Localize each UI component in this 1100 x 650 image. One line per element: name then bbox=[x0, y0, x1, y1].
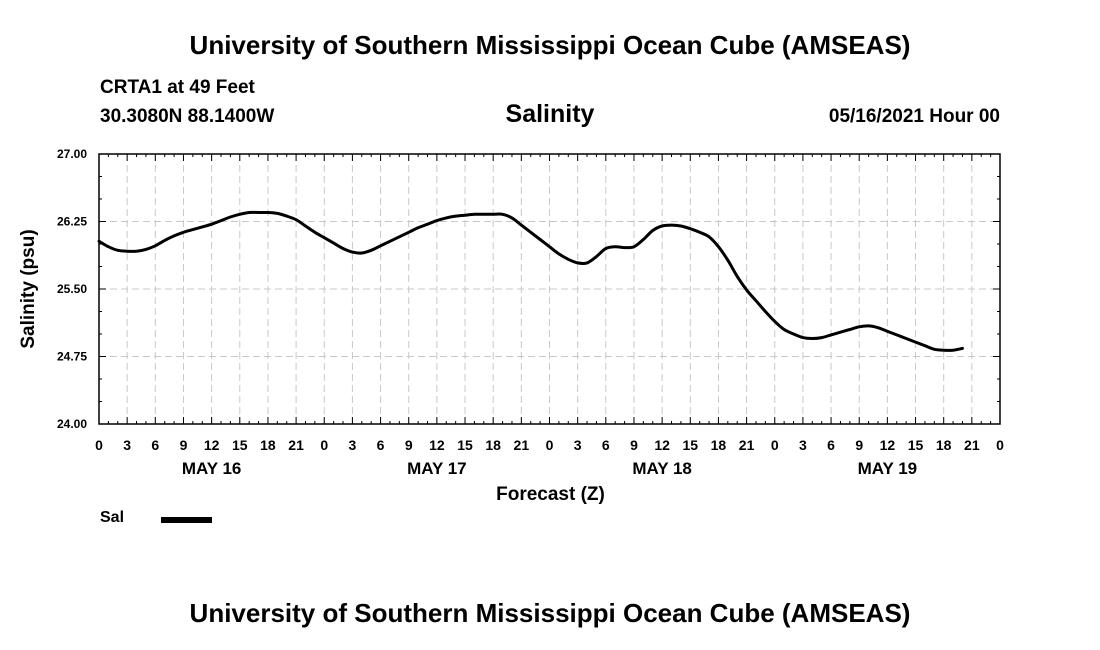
x-tick-label: 3 bbox=[349, 437, 357, 453]
x-tick-label: 18 bbox=[711, 437, 727, 453]
x-tick-label: 6 bbox=[827, 437, 835, 453]
x-tick-label: 6 bbox=[377, 437, 385, 453]
x-tick-label: 15 bbox=[232, 437, 248, 453]
x-tick-label: 0 bbox=[771, 437, 779, 453]
x-tick-label: 3 bbox=[123, 437, 131, 453]
x-tick-label: 18 bbox=[485, 437, 501, 453]
x-tick-label: 21 bbox=[514, 437, 530, 453]
chart-title: University of Southern Mississippi Ocean… bbox=[189, 30, 911, 60]
day-label: MAY 18 bbox=[632, 459, 692, 478]
y-tick-label: 25.50 bbox=[57, 282, 87, 296]
x-axis-title: Forecast (Z) bbox=[496, 484, 605, 505]
y-tick-label: 24.00 bbox=[57, 417, 87, 431]
x-tick-label: 21 bbox=[288, 437, 304, 453]
x-tick-label: 9 bbox=[855, 437, 863, 453]
legend-line-swatch bbox=[161, 517, 212, 523]
x-tick-label: 9 bbox=[405, 437, 413, 453]
x-tick-label: 0 bbox=[320, 437, 328, 453]
x-tick-label: 3 bbox=[574, 437, 582, 453]
y-tick-label: 27.00 bbox=[57, 147, 87, 161]
x-tick-label: 0 bbox=[996, 437, 1004, 453]
y-axis-title: Salinity (psu) bbox=[18, 229, 39, 348]
x-tick-label: 9 bbox=[180, 437, 188, 453]
x-tick-label: 6 bbox=[602, 437, 610, 453]
x-tick-label: 12 bbox=[880, 437, 896, 453]
day-label: MAY 19 bbox=[858, 459, 918, 478]
forecast-timestamp: 05/16/2021 Hour 00 bbox=[828, 106, 1000, 127]
x-tick-label: 18 bbox=[936, 437, 952, 453]
footer-title: University of Southern Mississippi Ocean… bbox=[189, 598, 911, 628]
day-label: MAY 16 bbox=[182, 459, 242, 478]
coordinates-label: 30.3080N 88.1400W bbox=[100, 106, 275, 127]
x-tick-label: 15 bbox=[908, 437, 924, 453]
series-line-sal bbox=[97, 210, 964, 352]
x-tick-label: 12 bbox=[654, 437, 670, 453]
x-tick-label: 15 bbox=[457, 437, 473, 453]
x-tick-label: 12 bbox=[429, 437, 445, 453]
x-tick-label: 0 bbox=[546, 437, 554, 453]
x-tick-label: 21 bbox=[739, 437, 755, 453]
station-label: CRTA1 at 49 Feet bbox=[100, 77, 255, 98]
legend-label: Sal bbox=[100, 509, 125, 526]
x-tick-label: 6 bbox=[151, 437, 159, 453]
x-tick-label: 18 bbox=[260, 437, 276, 453]
y-tick-label: 26.25 bbox=[57, 215, 87, 229]
x-tick-label: 12 bbox=[204, 437, 220, 453]
x-tick-label: 9 bbox=[630, 437, 638, 453]
x-tick-label: 21 bbox=[964, 437, 980, 453]
x-tick-label: 0 bbox=[95, 437, 103, 453]
day-label: MAY 17 bbox=[407, 459, 467, 478]
x-tick-label: 3 bbox=[799, 437, 807, 453]
parameter-title: Salinity bbox=[505, 100, 595, 128]
y-tick-label: 24.75 bbox=[57, 350, 87, 364]
x-tick-label: 15 bbox=[682, 437, 698, 453]
